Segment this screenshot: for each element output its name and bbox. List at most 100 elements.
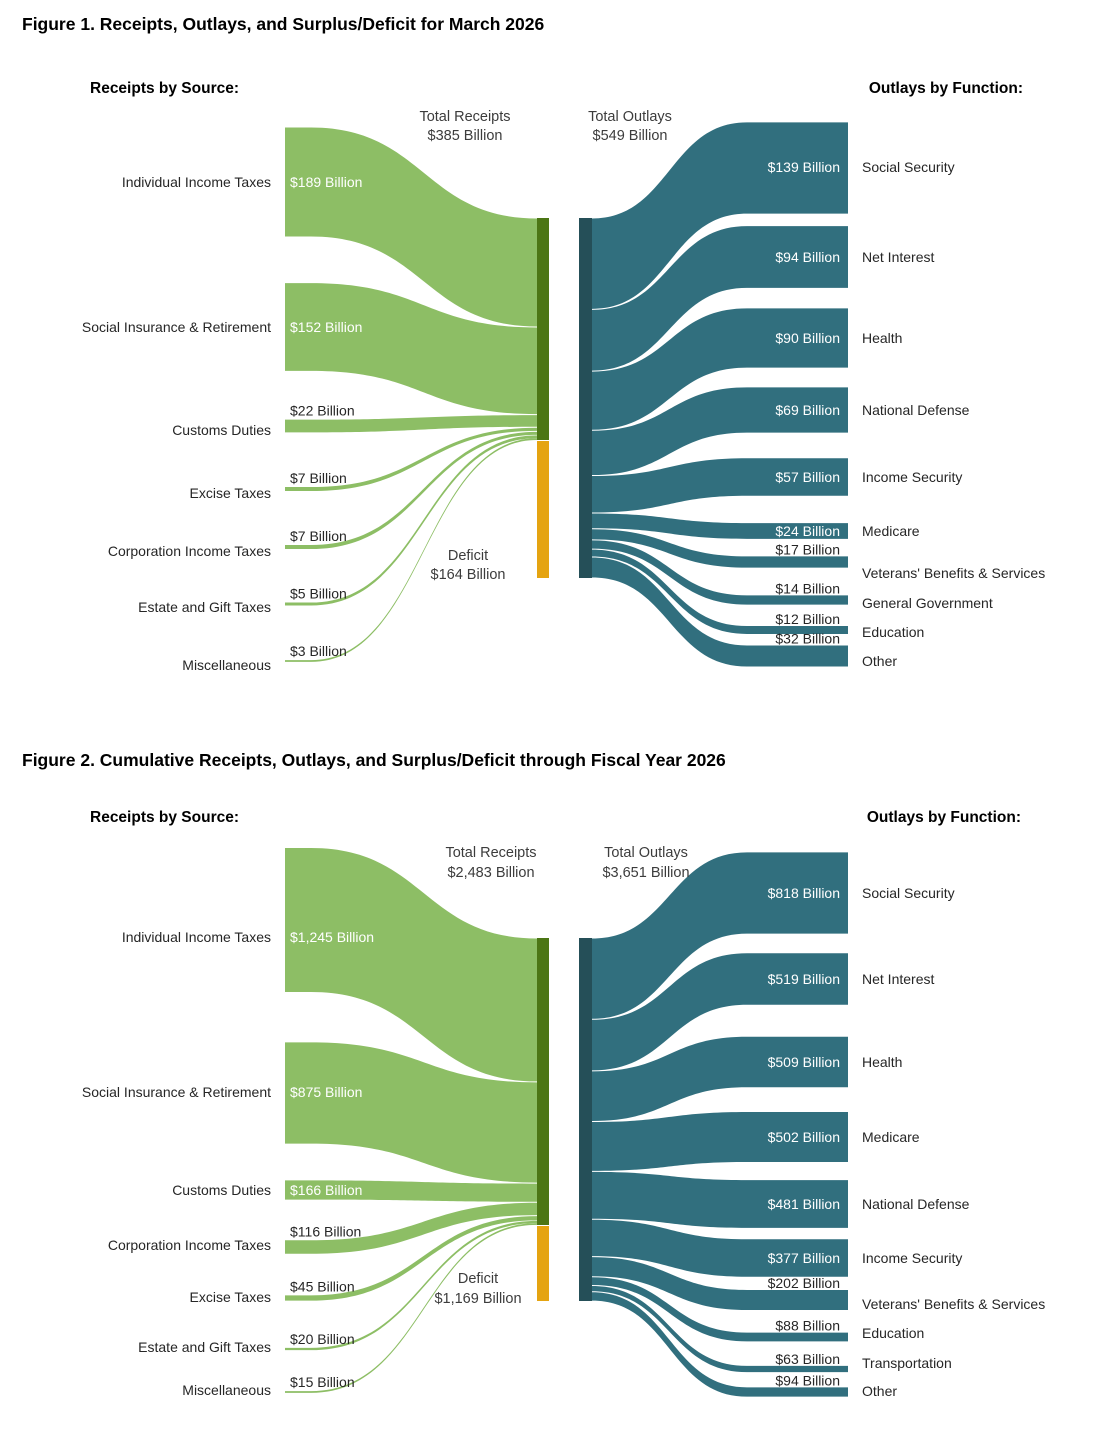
figure-1-receipt-label-customs-duties: Customs Duties xyxy=(172,422,271,438)
figure-1-receipt-flow-customs-duties xyxy=(285,415,537,433)
figure-2-outlay-value-health: $509 Billion xyxy=(768,1054,840,1070)
figure-2-receipt-label-social-insurance-retirement: Social Insurance & Retirement xyxy=(82,1084,271,1100)
figure-1-outlay-value-veterans-benefits-services: $17 Billion xyxy=(775,541,840,557)
figure-1-outlay-flow-social-security xyxy=(592,122,848,309)
figure-2-deficit-value: $1,169 Billion xyxy=(434,1291,521,1307)
figure-2-sankey: Individual Income Taxes $1,245 Billion Soc… xyxy=(82,848,1045,1399)
figure-1-total-receipts-bar xyxy=(537,218,549,440)
figure-1-deficit-value: $164 Billion xyxy=(431,567,506,583)
figure-1-outlay-label-national-defense: National Defense xyxy=(862,402,970,418)
figure-2-outlay-flow-social-security xyxy=(592,852,848,1019)
figure-2-total-receipts-label: Total Receipts xyxy=(445,845,536,861)
figure-2-outlay-value-national-defense: $481 Billion xyxy=(768,1196,840,1212)
figure-2-receipt-value-estate-and-gift-taxes: $20 Billion xyxy=(290,1331,355,1347)
figure-2-total-outlays-label: Total Outlays xyxy=(604,845,688,861)
figure-2-receipt-value-miscellaneous: $15 Billion xyxy=(290,1374,355,1390)
figure-1-receipt-label-individual-income-taxes: Individual Income Taxes xyxy=(122,174,271,190)
figure-1-receipt-value-miscellaneous: $3 Billion xyxy=(290,643,347,659)
figure-1-receipt-value-excise-taxes: $7 Billion xyxy=(290,470,347,486)
figure-1-headings: Figure 1. Receipts, Outlays, and Surplus… xyxy=(22,14,1023,583)
figure-1-outlay-flow-medicare xyxy=(592,513,848,539)
figure-1-outlay-label-education: Education xyxy=(862,624,924,640)
figure-1-receipt-flow-individual-income-taxes xyxy=(285,127,537,327)
figure-1-total-receipts-value: $385 Billion xyxy=(428,128,503,144)
figure-1-deficit-bar xyxy=(537,441,549,578)
figure-1-total-outlays-value: $549 Billion xyxy=(593,128,668,144)
figure-2-receipt-label-individual-income-taxes: Individual Income Taxes xyxy=(122,929,271,945)
figure-1-total-outlays-bar xyxy=(579,218,592,578)
figure-1-outlay-value-medicare: $24 Billion xyxy=(775,523,840,539)
figure-1-outlays-header: Outlays by Function: xyxy=(869,80,1023,97)
figure-1-total-outlays-label: Total Outlays xyxy=(588,109,672,125)
figure-1-receipts-header: Receipts by Source: xyxy=(90,80,239,97)
figure-1-receipt-flow-social-insurance-retirement xyxy=(285,283,537,415)
figure-1-outlay-flow-net-interest xyxy=(592,226,848,371)
figure-2-receipt-value-corporation-income-taxes: $116 Billion xyxy=(290,1223,361,1239)
figure-2-outlay-flow-medicare xyxy=(592,1112,848,1171)
figure-2-receipts-header: Receipts by Source: xyxy=(90,809,239,826)
figure-2-outlay-label-medicare: Medicare xyxy=(862,1129,920,1145)
figure-2-outlay-label-veterans-benefits-services: Veterans' Benefits & Services xyxy=(862,1296,1045,1312)
figure-1-outlay-value-education: $12 Billion xyxy=(775,611,840,627)
figure-2-receipt-label-estate-and-gift-taxes: Estate and Gift Taxes xyxy=(138,1339,271,1355)
figure-2-deficit-bar xyxy=(537,1226,549,1301)
figure-2-outlay-label-social-security: Social Security xyxy=(862,885,955,901)
figure-1-sankey: Individual Income Taxes $189 Billion Socia… xyxy=(82,122,1045,673)
figure-1-outlay-value-income-security: $57 Billion xyxy=(775,469,840,485)
figure-1-outlay-value-net-interest: $94 Billion xyxy=(775,249,840,265)
figure-2-outlay-label-transportation: Transportation xyxy=(862,1355,952,1371)
figure-1-receipt-value-customs-duties: $22 Billion xyxy=(290,403,355,419)
figure-1-outlay-label-veterans-benefits-services: Veterans' Benefits & Services xyxy=(862,565,1045,581)
figure-1-receipt-value-social-insurance-retirement: $152 Billion xyxy=(290,319,362,335)
figure-2-outlay-label-income-security: Income Security xyxy=(862,1250,962,1266)
figure-2-title: Figure 2. Cumulative Receipts, Outlays, … xyxy=(22,750,726,770)
figure-2-outlay-flow-net-interest xyxy=(592,953,848,1071)
figure-2-headings: Figure 2. Cumulative Receipts, Outlays, … xyxy=(22,750,1021,1307)
figure-2-outlay-value-other: $94 Billion xyxy=(775,1372,840,1388)
figure-2-outlay-flow-veterans-benefits-services xyxy=(592,1257,848,1311)
figure-1-outlay-flow-income-security xyxy=(592,458,848,513)
figure-1-receipt-value-individual-income-taxes: $189 Billion xyxy=(290,174,362,190)
figure-2-receipt-value-excise-taxes: $45 Billion xyxy=(290,1278,355,1294)
figure-2-receipt-flow-social-insurance-retirement xyxy=(285,1042,537,1183)
figure-2-outlay-value-veterans-benefits-services: $202 Billion xyxy=(768,1275,840,1291)
figure-2-total-receipts-value: $2,483 Billion xyxy=(447,865,534,881)
figure-1-deficit-label: Deficit xyxy=(448,548,488,564)
figure-1-receipt-label-social-insurance-retirement: Social Insurance & Retirement xyxy=(82,319,271,335)
figure-1-receipt-label-corporation-income-taxes: Corporation Income Taxes xyxy=(108,543,271,559)
figure-1-outlay-value-social-security: $139 Billion xyxy=(768,159,840,175)
figure-1-outlay-flow-general-government xyxy=(592,540,848,605)
figure-1-outlay-flow-national-defense xyxy=(592,387,848,476)
figure-2-receipt-value-social-insurance-retirement: $875 Billion xyxy=(290,1084,362,1100)
figure-2-total-receipts-bar xyxy=(537,938,549,1225)
figure-2-outlay-flow-national-defense xyxy=(592,1171,848,1228)
figure-2-receipt-label-corporation-income-taxes: Corporation Income Taxes xyxy=(108,1237,271,1253)
figure-2-outlays-header: Outlays by Function: xyxy=(867,809,1021,826)
figure-2-outlay-label-net-interest: Net Interest xyxy=(862,971,934,987)
figure-2-deficit-label: Deficit xyxy=(458,1271,498,1287)
figure-1-outlay-value-national-defense: $69 Billion xyxy=(775,402,840,418)
figure-2-receipt-flow-corporation-income-taxes xyxy=(285,1202,537,1254)
figure-2-outlay-flow-education xyxy=(592,1277,848,1342)
figure-2-outlay-label-national-defense: National Defense xyxy=(862,1196,970,1212)
figure-2-receipt-value-customs-duties: $166 Billion xyxy=(290,1182,362,1198)
figure-1-total-receipts-label: Total Receipts xyxy=(419,109,510,125)
figure-2-receipt-label-customs-duties: Customs Duties xyxy=(172,1182,271,1198)
figure-1-outlay-flow-veterans-benefits-services xyxy=(592,529,848,568)
figure-1-title: Figure 1. Receipts, Outlays, and Surplus… xyxy=(22,14,544,34)
figure-1-receipt-label-miscellaneous: Miscellaneous xyxy=(182,657,271,673)
figure-1-receipt-value-estate-and-gift-taxes: $5 Billion xyxy=(290,586,347,602)
figure-2-outlay-value-net-interest: $519 Billion xyxy=(768,971,840,987)
figure-1-outlay-label-medicare: Medicare xyxy=(862,523,920,539)
figure-2-receipt-label-miscellaneous: Miscellaneous xyxy=(182,1382,271,1398)
figure-1-outlay-flow-education xyxy=(592,549,848,634)
figure-1-outlay-flow-health xyxy=(592,308,848,430)
figure-2-receipt-label-excise-taxes: Excise Taxes xyxy=(190,1289,271,1305)
figure-1-outlay-value-other: $32 Billion xyxy=(775,630,840,646)
figure-1-outlay-label-other: Other xyxy=(862,653,897,669)
figure-1-outlay-value-health: $90 Billion xyxy=(775,330,840,346)
figure-2-outlay-flow-other xyxy=(592,1292,848,1397)
figure-2-outlay-value-transportation: $63 Billion xyxy=(775,1351,840,1367)
